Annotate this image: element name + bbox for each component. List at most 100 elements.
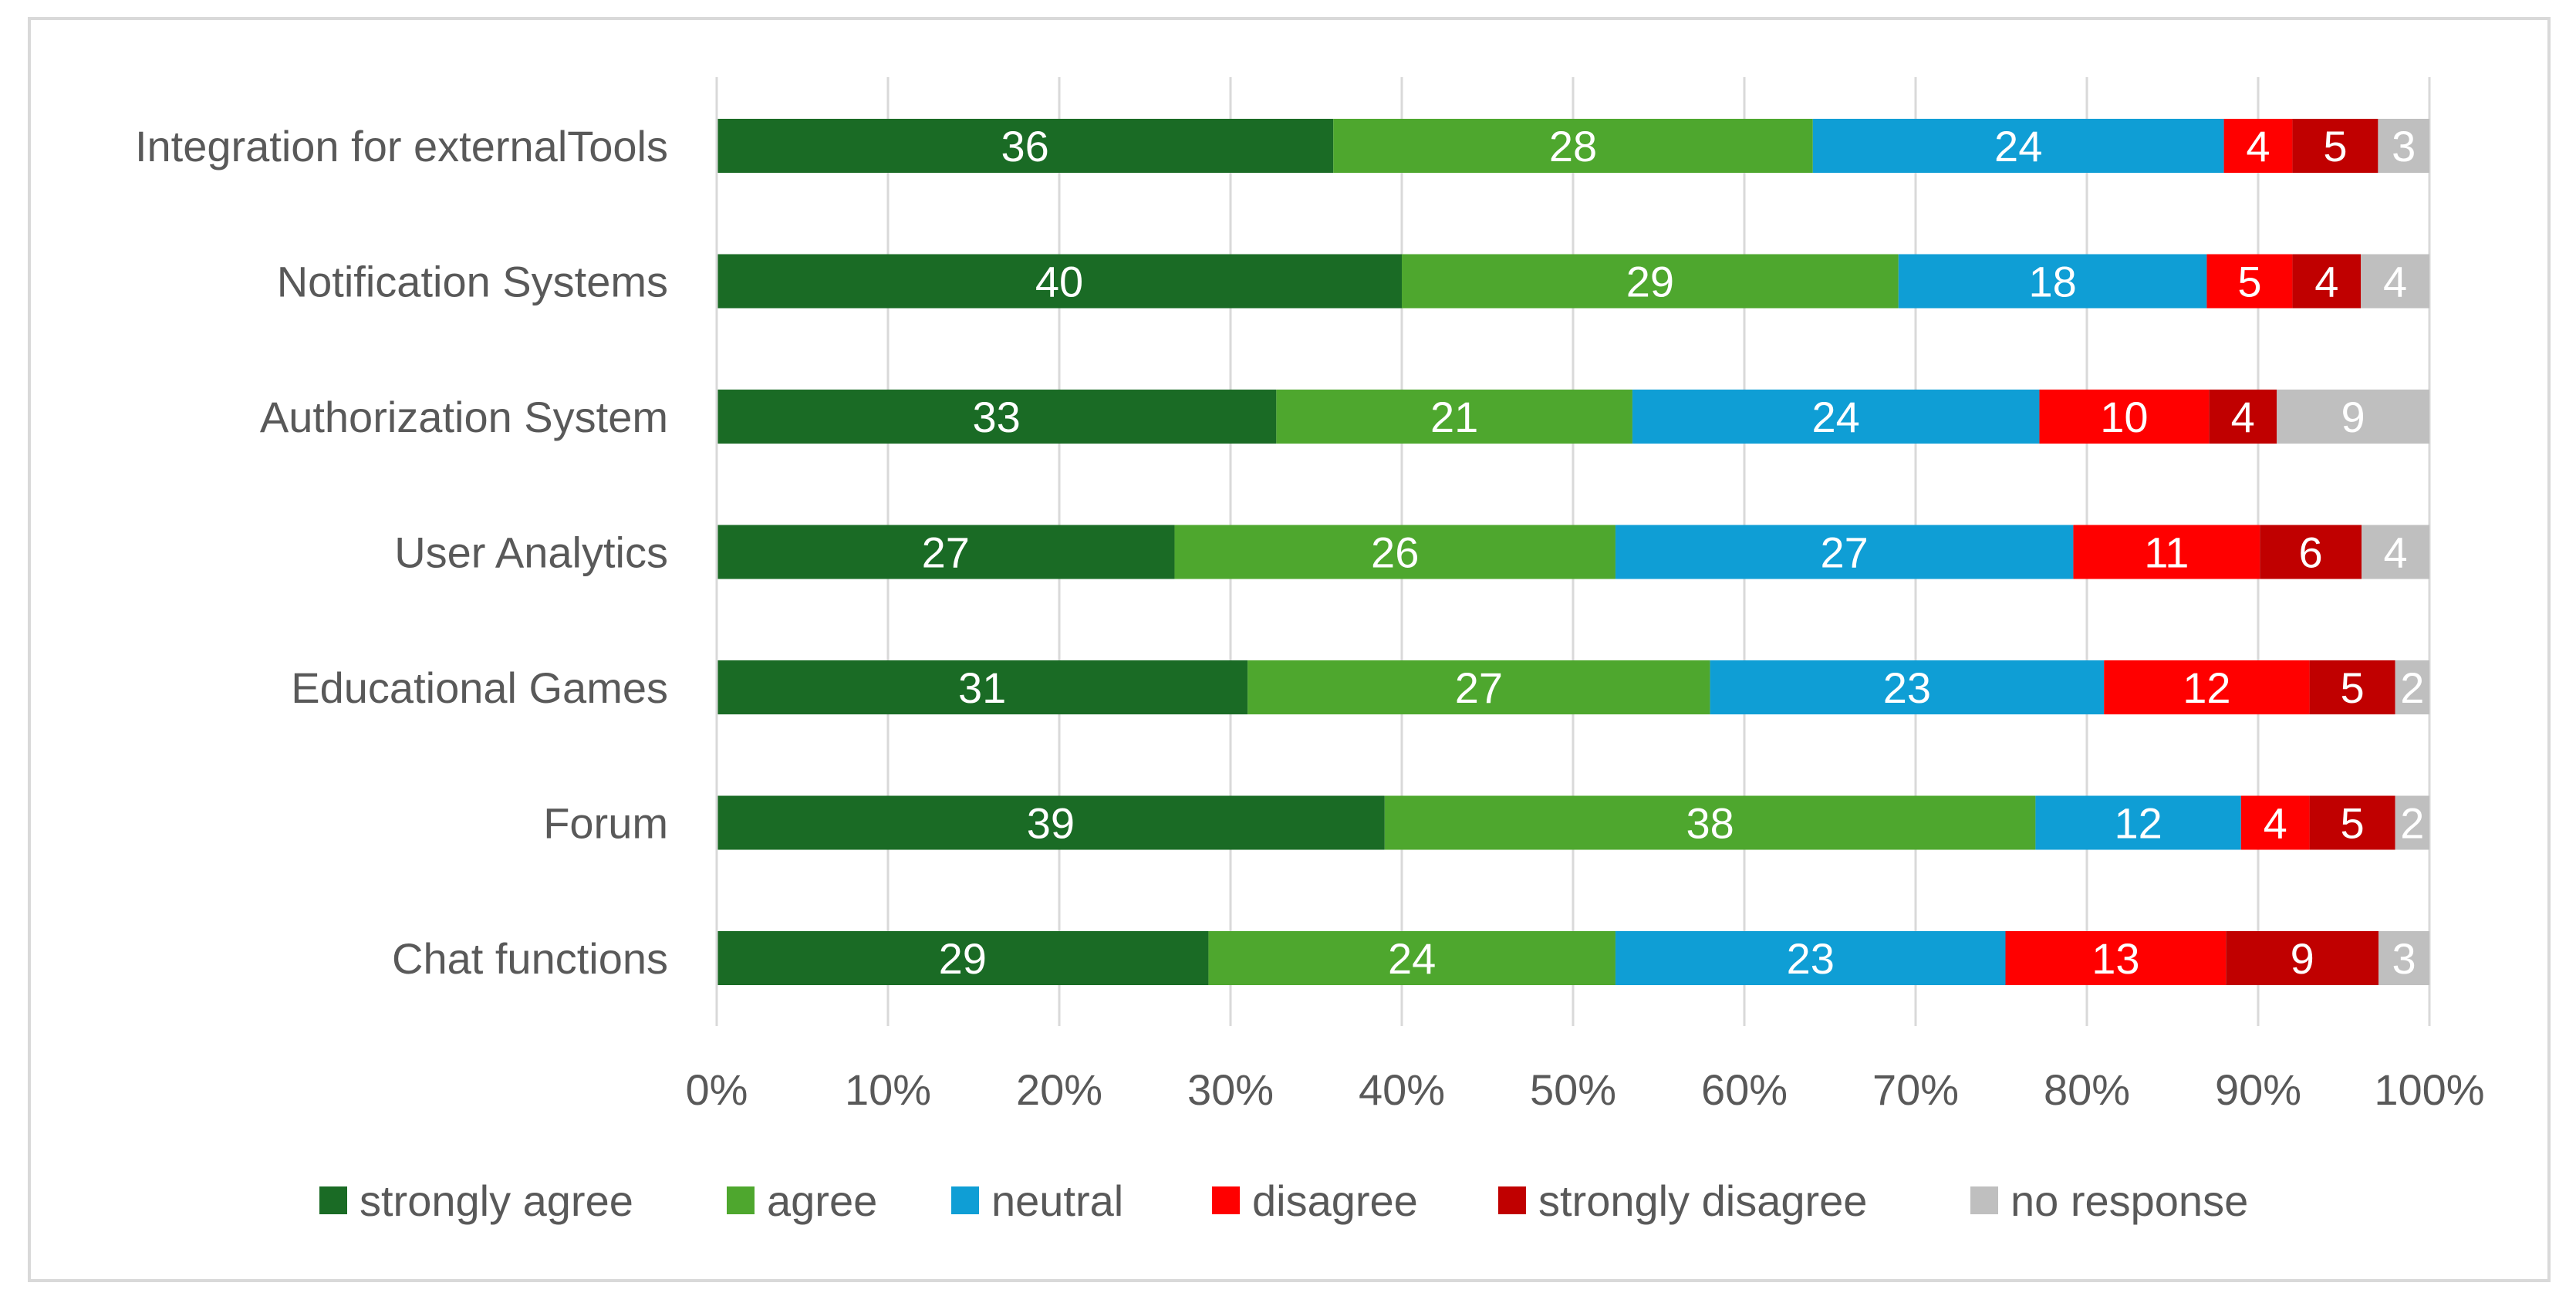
x-tick-label: 0% <box>686 1065 748 1114</box>
bar-segment <box>2035 795 2241 850</box>
data-label: 21 <box>1430 393 1478 441</box>
legend-label: disagree <box>1252 1176 1418 1225</box>
data-label: 5 <box>2341 799 2365 848</box>
data-label: 24 <box>1388 934 1436 983</box>
x-tick-label: 10% <box>845 1065 931 1114</box>
data-label: 5 <box>2341 663 2365 712</box>
data-label: 24 <box>1994 122 2042 170</box>
data-label: 36 <box>1001 122 1048 170</box>
data-label: 33 <box>973 393 1021 441</box>
bar-segment <box>1812 119 2224 173</box>
bar-segment <box>1710 660 2105 714</box>
category-label: Educational Games <box>291 663 668 712</box>
data-label: 29 <box>939 934 987 983</box>
legend-label: no response <box>2010 1176 2248 1225</box>
bar-segment <box>2277 390 2429 444</box>
data-label: 9 <box>2341 393 2365 441</box>
data-label: 28 <box>1549 122 1597 170</box>
legend-swatch <box>1498 1186 1526 1214</box>
data-label: 24 <box>1812 393 1860 441</box>
bar-segment <box>2209 390 2277 444</box>
bar-segment <box>2240 795 2310 850</box>
legend-swatch <box>1970 1186 1998 1214</box>
data-label: 2 <box>2400 799 2424 848</box>
category-label: Forum <box>543 799 668 848</box>
x-tick-label: 100% <box>2374 1065 2484 1114</box>
bar-segment <box>1615 931 2006 985</box>
data-label: 5 <box>2323 122 2347 170</box>
data-label: 5 <box>2237 258 2261 306</box>
data-label: 4 <box>2231 393 2255 441</box>
bar-segment <box>717 795 1385 850</box>
x-tick-label: 70% <box>1872 1065 1959 1114</box>
data-label: 27 <box>1821 528 1869 577</box>
bar-segment <box>2005 931 2227 985</box>
bar-segment <box>1276 390 1632 444</box>
bar-segment <box>2292 254 2362 309</box>
bar-segment <box>717 390 1277 444</box>
bar-segment <box>2395 795 2429 850</box>
legend-swatch <box>951 1186 979 1214</box>
legend-label: strongly agree <box>360 1176 633 1225</box>
data-label: 9 <box>2291 934 2314 983</box>
bar-segment <box>717 525 1175 579</box>
data-label: 12 <box>2183 663 2230 712</box>
bar-segment <box>2073 525 2260 579</box>
data-label: 27 <box>922 528 970 577</box>
bar-segment <box>2361 254 2429 309</box>
category-label: Notification Systems <box>277 258 668 306</box>
chart-frame <box>28 17 2551 1282</box>
data-label: 10 <box>2100 393 2148 441</box>
data-label: 4 <box>2264 799 2287 848</box>
bar-segment <box>2226 931 2379 985</box>
category-label: Authorization System <box>260 393 668 441</box>
bar-segment <box>1247 660 1710 714</box>
legend-label: neutral <box>991 1176 1123 1225</box>
bar-segment <box>717 931 1209 985</box>
x-tick-label: 20% <box>1016 1065 1102 1114</box>
category-label: Integration for externalTools <box>135 122 668 170</box>
data-label: 6 <box>2299 528 2323 577</box>
data-label: 4 <box>2314 258 2338 306</box>
x-tick-label: 80% <box>2044 1065 2130 1114</box>
bar-segment <box>1333 119 1813 173</box>
data-label: 27 <box>1455 663 1503 712</box>
bar-segment <box>2260 525 2362 579</box>
x-tick-label: 60% <box>1701 1065 1788 1114</box>
x-tick-label: 30% <box>1187 1065 1274 1114</box>
category-label: Chat functions <box>392 934 668 983</box>
x-tick-label: 50% <box>1530 1065 1616 1114</box>
bar-segment <box>2104 660 2310 714</box>
bar-segment <box>2362 525 2429 579</box>
x-tick-label: 40% <box>1359 1065 1445 1114</box>
legend-label: agree <box>767 1176 877 1225</box>
data-label: 4 <box>2383 528 2407 577</box>
data-label: 2 <box>2400 663 2424 712</box>
bar-segment <box>717 660 1248 714</box>
data-label: 31 <box>958 663 1006 712</box>
data-label: 29 <box>1626 258 1674 306</box>
data-label: 18 <box>2028 258 2076 306</box>
data-label: 23 <box>1787 934 1835 983</box>
data-label: 12 <box>2114 799 2162 848</box>
bar-segment <box>1615 525 2074 579</box>
bar-segment <box>1898 254 2207 309</box>
data-label: 11 <box>2144 528 2189 577</box>
bar-segment <box>1632 390 2040 444</box>
category-label: User Analytics <box>394 528 668 577</box>
bar-segment <box>2309 795 2395 850</box>
bar-segment <box>2206 254 2293 309</box>
bar-segment <box>1384 795 2036 850</box>
bar-segment <box>717 119 1334 173</box>
bar-segment <box>717 254 1402 309</box>
data-label: 4 <box>2246 122 2270 170</box>
bar-segment <box>2378 119 2429 173</box>
bar-segment <box>2292 119 2378 173</box>
legend-swatch <box>727 1186 755 1214</box>
data-label: 38 <box>1686 799 1734 848</box>
bar-segment <box>1402 254 1899 309</box>
bar-segment <box>2395 660 2429 714</box>
data-label: 39 <box>1027 799 1075 848</box>
bar-segment <box>1174 525 1615 579</box>
